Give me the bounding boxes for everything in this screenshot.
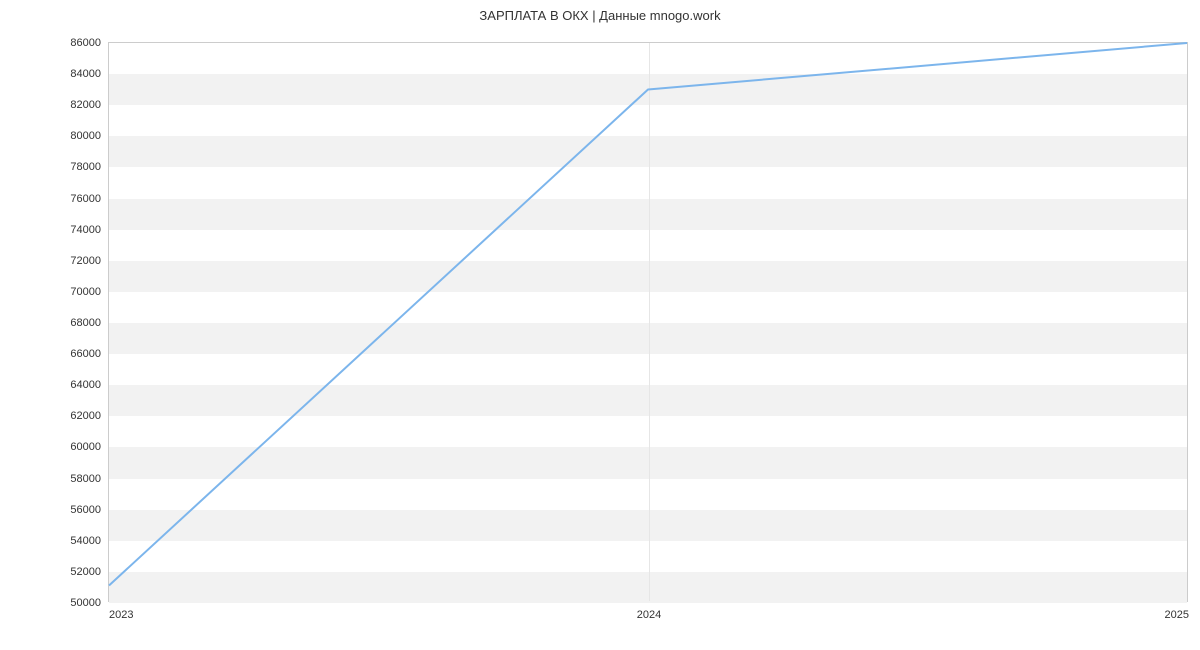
y-tick-label: 60000 xyxy=(70,441,101,453)
y-tick-label: 66000 xyxy=(70,348,101,360)
y-tick-label: 64000 xyxy=(70,379,101,391)
y-tick-label: 84000 xyxy=(70,68,101,80)
y-tick-label: 50000 xyxy=(70,597,101,609)
y-tick-label: 80000 xyxy=(70,130,101,142)
x-tick-label: 2024 xyxy=(637,609,661,621)
y-tick-label: 68000 xyxy=(70,317,101,329)
y-tick-label: 62000 xyxy=(70,410,101,422)
y-tick-label: 70000 xyxy=(70,286,101,298)
y-tick-label: 52000 xyxy=(70,566,101,578)
y-tick-label: 86000 xyxy=(70,37,101,49)
y-tick-label: 58000 xyxy=(70,473,101,485)
y-tick-label: 54000 xyxy=(70,535,101,547)
y-tick-label: 72000 xyxy=(70,255,101,267)
y-tick-label: 78000 xyxy=(70,161,101,173)
y-tick-label: 76000 xyxy=(70,193,101,205)
y-tick-label: 82000 xyxy=(70,99,101,111)
y-tick-label: 56000 xyxy=(70,504,101,516)
chart-title: ЗАРПЛАТА В ОКХ | Данные mnogo.work xyxy=(0,8,1200,23)
line-series xyxy=(109,43,1187,601)
y-tick-label: 74000 xyxy=(70,224,101,236)
x-tick-label: 2023 xyxy=(109,609,133,621)
plot-area: 5000052000540005600058000600006200064000… xyxy=(108,42,1188,602)
x-tick-label: 2025 xyxy=(1165,609,1189,621)
